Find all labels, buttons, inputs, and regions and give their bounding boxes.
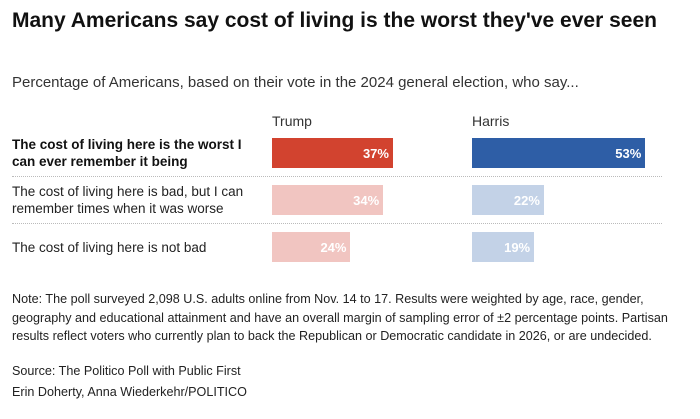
source: Source: The Politico Poll with Public Fi… <box>12 364 241 378</box>
bar: 24% <box>272 232 351 262</box>
value-label: 34% <box>353 193 380 208</box>
value-label: 24% <box>320 240 347 255</box>
legend-label: Harris <box>472 113 510 129</box>
value-label: 22% <box>513 193 540 208</box>
subtitle: Percentage of Americans, based on their … <box>12 74 579 91</box>
bar: 19% <box>472 232 535 262</box>
bar: 37% <box>272 138 393 168</box>
value-label: 19% <box>504 240 531 255</box>
credit: Erin Doherty, Anna Wiederkehr/POLITICO <box>12 385 247 399</box>
legend-label: Trump <box>272 113 312 129</box>
chart-title: Many Americans say cost of living is the… <box>12 9 657 32</box>
row-separator <box>12 223 662 224</box>
bar: 34% <box>272 185 384 215</box>
row-separator <box>12 176 662 177</box>
bar: 53% <box>472 138 646 168</box>
category-label: The cost of living here is the worst I c… <box>12 137 242 169</box>
note: Note: The poll surveyed 2,098 U.S. adult… <box>12 292 668 343</box>
category-label: The cost of living here is bad, but I ca… <box>12 184 244 216</box>
value-label: 37% <box>362 146 389 161</box>
category-label: The cost of living here is not bad <box>12 239 207 255</box>
value-label: 53% <box>615 146 642 161</box>
bar: 22% <box>472 185 544 215</box>
